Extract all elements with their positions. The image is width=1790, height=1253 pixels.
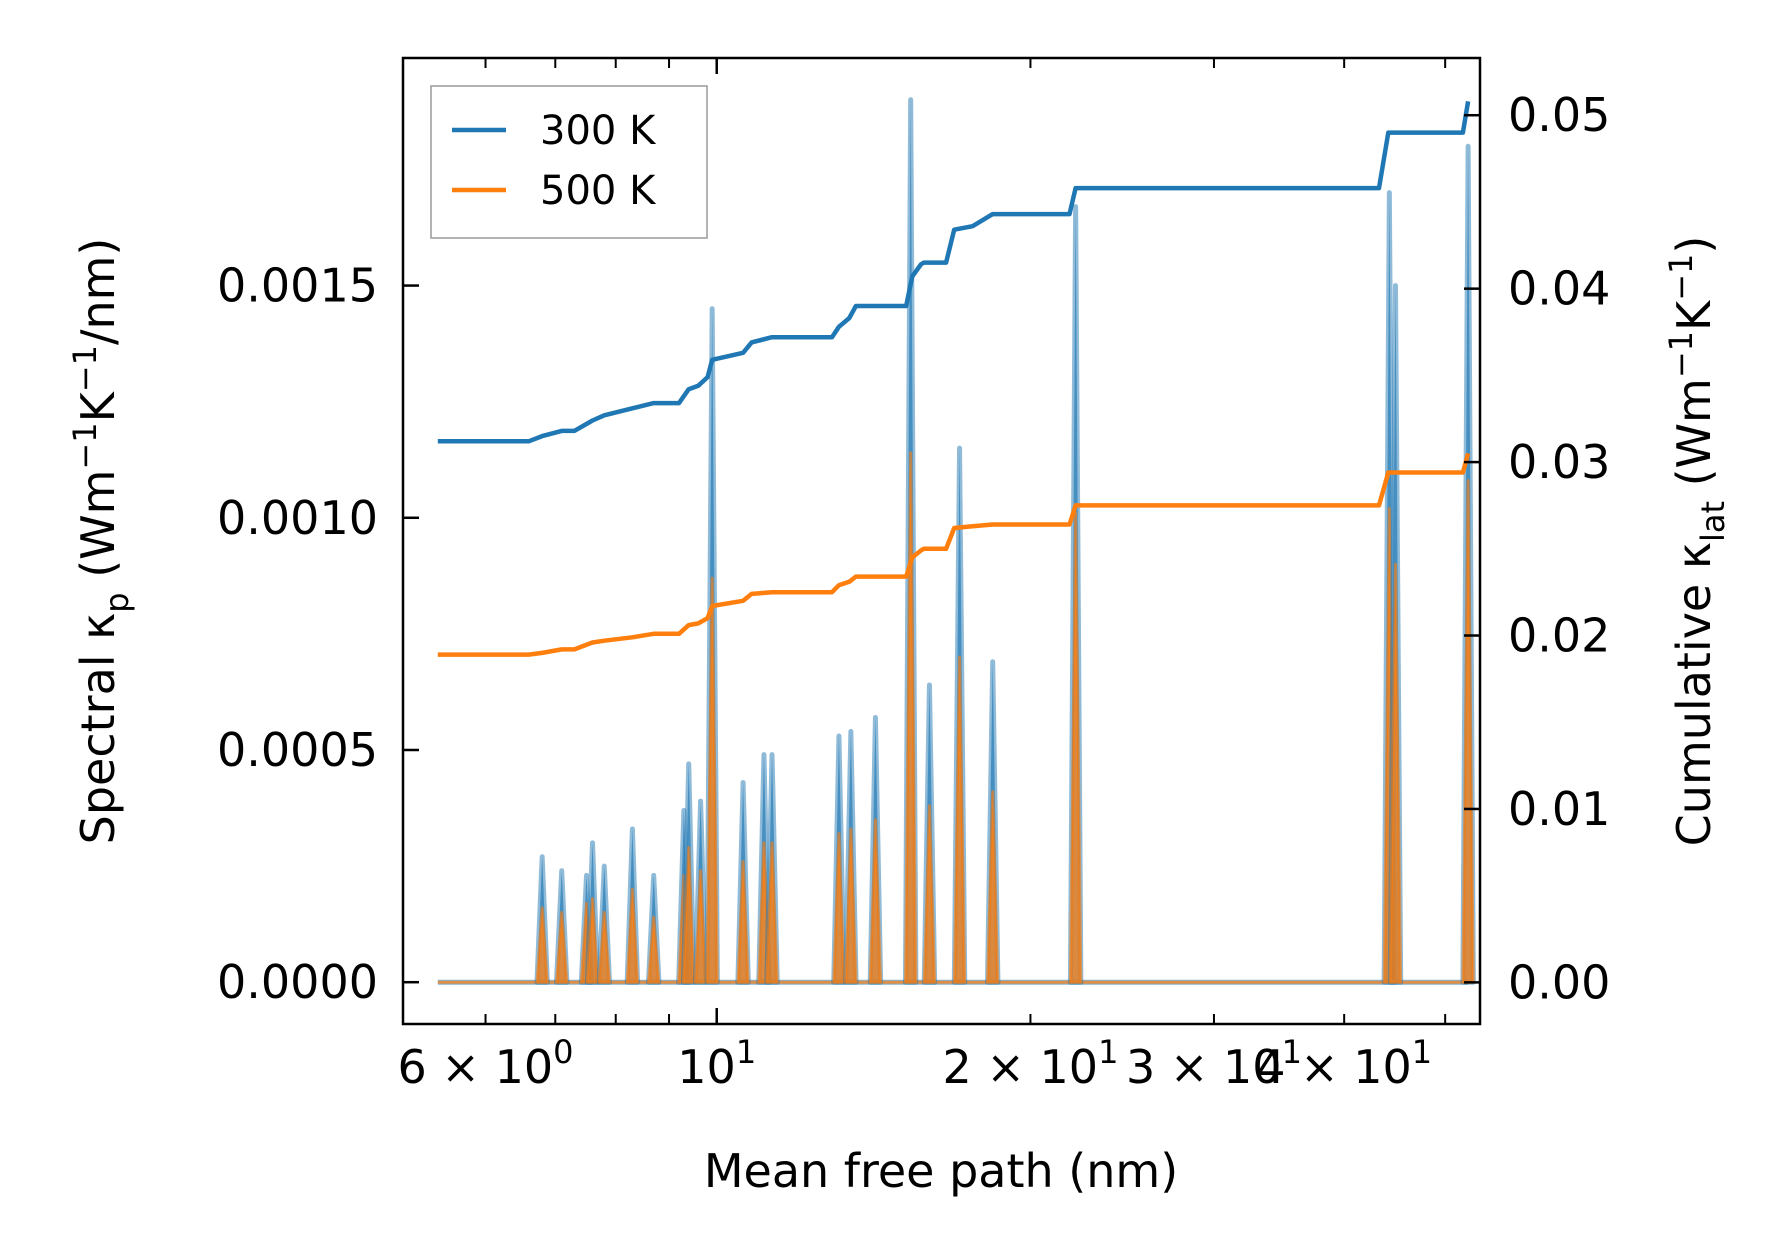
- y-right-tick-label-5: 0.05: [1508, 88, 1610, 142]
- spectral-peak-500k-1: [554, 911, 569, 984]
- y-axis-left-label: Spectral κp (Wm−1K−1/nm): [66, 238, 136, 845]
- y-left-tick-label-3: 0.0015: [217, 259, 378, 313]
- y-left-label-units: (Wm: [71, 470, 125, 593]
- x-axis-label: Mean free path (nm): [704, 1144, 1178, 1198]
- x-tick-label-30-exp: 1: [1282, 1033, 1302, 1071]
- x-tick-label-30: 3 × 101: [1126, 1033, 1302, 1094]
- x-tick-label-6-exp: 0: [553, 1033, 573, 1071]
- spectral-peak-500k-9: [693, 869, 708, 984]
- spectral-peak-500k-18: [922, 804, 937, 984]
- x-tick-label-10: 101: [677, 1033, 756, 1094]
- spectral-peak-500k-14: [832, 832, 846, 984]
- legend-label-500k: 500 K: [540, 168, 657, 214]
- y-left-label-sub: p: [98, 592, 136, 612]
- x-tick-label-6: 6 × 100: [398, 1033, 574, 1094]
- spectral-layer: [437, 97, 1476, 985]
- x-tick-label-10-exp: 1: [736, 1033, 756, 1071]
- spectral-peak-500k-17: [903, 451, 918, 984]
- x-tick-label-20-base: 2 × 10: [942, 1040, 1098, 1094]
- spectral-peak-500k-10: [705, 576, 719, 984]
- spectral-peak-500k-3: [585, 897, 600, 984]
- x-tick-label-40: 4 × 101: [1256, 1033, 1432, 1094]
- spectral-peak-500k-6: [646, 915, 661, 984]
- y-left-tick-label-1: 0.0005: [217, 723, 378, 777]
- y-left-label-mid: K: [71, 390, 125, 422]
- x-tick-label-20: 2 × 101: [942, 1033, 1118, 1094]
- spectral-peak-500k-0: [535, 906, 549, 984]
- spectral-peak-500k-19: [952, 655, 967, 984]
- legend-box: [430, 85, 708, 239]
- y-left-tick-label-0: 0.0000: [217, 955, 378, 1009]
- y-right-tick-label-4: 0.04: [1508, 262, 1610, 316]
- spectral-peak-500k-4: [597, 911, 611, 984]
- y-right-label-sup2: −1: [1662, 254, 1700, 301]
- y-left-label-suffix: /nm): [71, 238, 125, 345]
- y-right-label-mid: K: [1667, 299, 1721, 331]
- cumulative-layer: [437, 101, 1471, 657]
- y-right-tick-label-3: 0.03: [1508, 435, 1610, 489]
- y-right-tick-label-2: 0.02: [1508, 609, 1610, 663]
- y-right-label-units: (Wm: [1667, 378, 1721, 501]
- cumulative-line-500k: [437, 452, 1471, 657]
- y-left-tick-label-2: 0.0010: [217, 491, 378, 545]
- x-tick-label-40-exp: 1: [1412, 1033, 1432, 1071]
- plot-frame: [401, 56, 1482, 1026]
- legend: 300 K 500 K: [430, 85, 708, 239]
- x-tick-label-40-base: 4 × 10: [1256, 1040, 1412, 1094]
- y-right-label-sup1: −1: [1662, 331, 1700, 378]
- y-right-label-sub: lat: [1694, 501, 1732, 542]
- spectral-peak-500k-5: [625, 887, 640, 984]
- y-left-label-sup1: −1: [66, 422, 104, 469]
- y-left-label-prefix: Spectral κ: [71, 613, 125, 845]
- spectral-peak-500k-13: [765, 841, 779, 984]
- legend-label-300k: 300 K: [540, 108, 657, 154]
- spectral-peak-500k-23: [1388, 562, 1403, 984]
- spectral-peak-500k-15: [844, 827, 858, 984]
- y-axis-left: 0.0000 0.0005 0.0010 0.0015: [217, 259, 419, 1009]
- y-left-label-sup2: −1: [66, 345, 104, 392]
- spectral-peak-500k-16: [868, 818, 883, 984]
- x-tick-label-20-exp: 1: [1098, 1033, 1118, 1071]
- y-right-label-prefix: Cumulative κ: [1667, 542, 1721, 846]
- x-tick-label-30-base: 3 × 10: [1126, 1040, 1282, 1094]
- y-right-tick-label-0: 0.00: [1508, 955, 1610, 1009]
- spectral-peak-500k-21: [1068, 511, 1083, 984]
- spectral-peak-500k-20: [985, 790, 1000, 984]
- x-tick-label-6-base: 6 × 10: [398, 1040, 554, 1094]
- spectral-peak-500k-8: [682, 846, 696, 984]
- y-right-label-suffix: ): [1667, 236, 1721, 254]
- y-axis-right: 0.00 0.01 0.02 0.03 0.04 0.05: [1464, 88, 1610, 1009]
- spectral-peak-500k-11: [736, 859, 750, 984]
- y-right-tick-label-1: 0.01: [1508, 782, 1610, 836]
- cumulative-line-300k: [437, 101, 1471, 444]
- x-tick-label-10-base: 10: [677, 1040, 736, 1094]
- y-axis-right-label: Cumulative κlat (Wm−1K−1): [1662, 236, 1732, 847]
